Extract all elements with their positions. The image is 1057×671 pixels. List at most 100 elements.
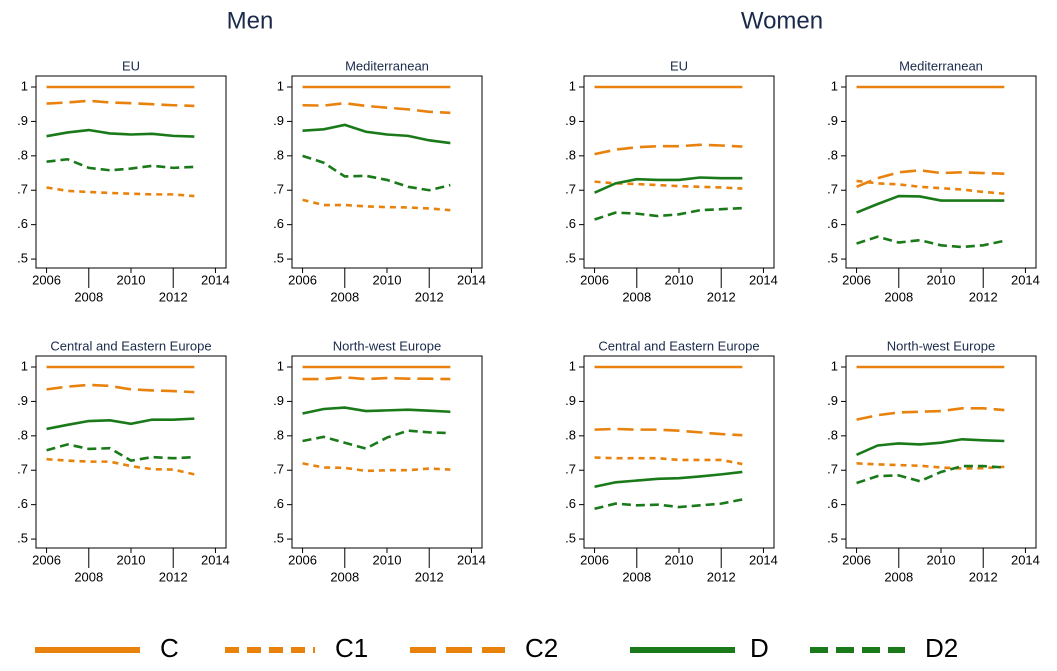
x-tick-label: 2008 <box>330 289 359 304</box>
plot-frame <box>583 355 775 549</box>
x-tick-label: 2006 <box>842 272 871 287</box>
x-tick-label: 2008 <box>622 569 651 584</box>
y-tick-label: .7 <box>273 182 284 197</box>
series-line <box>856 407 1005 421</box>
y-tick-label: .9 <box>565 113 576 128</box>
series-line <box>46 443 195 462</box>
x-tick-label: 2010 <box>373 552 402 567</box>
y-tick-label: .6 <box>273 216 284 231</box>
plot-frame <box>35 355 227 549</box>
panel-title: North-west Europe <box>887 338 995 353</box>
panel-title: Central and Eastern Europe <box>50 338 211 353</box>
series-line <box>302 154 451 192</box>
y-tick-label: 1 <box>569 78 576 93</box>
x-tick-label: 2008 <box>884 289 913 304</box>
x-tick-label: 2014 <box>749 272 778 287</box>
series-line <box>856 179 1005 195</box>
legend-label: C1 <box>335 633 368 663</box>
y-tick-label: .5 <box>273 530 284 545</box>
y-tick-label: .6 <box>827 216 838 231</box>
x-tick-label: 2012 <box>969 289 998 304</box>
series-line <box>46 383 195 394</box>
x-tick-label: 2010 <box>927 272 956 287</box>
x-tick-label: 2012 <box>707 569 736 584</box>
y-tick-label: .8 <box>273 427 284 442</box>
y-tick-label: .7 <box>827 182 838 197</box>
panel-title: Mediterranean <box>899 58 983 73</box>
x-tick-label: 2014 <box>201 272 230 287</box>
plot-frame <box>845 75 1037 269</box>
panel-title: Central and Eastern Europe <box>598 338 759 353</box>
x-tick-label: 2012 <box>415 569 444 584</box>
x-tick-label: 2006 <box>580 552 609 567</box>
y-tick-label: .6 <box>565 216 576 231</box>
panel-title: EU <box>122 58 140 73</box>
x-tick-label: 2006 <box>32 272 61 287</box>
x-tick-label: 2010 <box>665 552 694 567</box>
x-tick-label: 2014 <box>1011 552 1040 567</box>
group-title: Men <box>227 7 274 34</box>
y-tick-label: .7 <box>565 182 576 197</box>
x-tick-label: 2008 <box>622 289 651 304</box>
x-tick-label: 2012 <box>707 289 736 304</box>
y-tick-label: .6 <box>565 496 576 511</box>
plot-frame <box>291 75 483 269</box>
x-tick-label: 2006 <box>288 272 317 287</box>
y-tick-label: 1 <box>277 78 284 93</box>
y-tick-label: .5 <box>827 250 838 265</box>
y-tick-label: .9 <box>273 113 284 128</box>
series-line <box>594 470 743 489</box>
x-tick-label: 2010 <box>117 272 146 287</box>
legend-label: C <box>160 633 179 663</box>
y-tick-label: .5 <box>273 250 284 265</box>
y-tick-label: .8 <box>827 427 838 442</box>
legend-label: D2 <box>925 633 958 663</box>
series-line <box>302 406 451 415</box>
plot-frame <box>845 355 1037 549</box>
y-tick-label: .7 <box>273 462 284 477</box>
x-tick-label: 2014 <box>201 552 230 567</box>
plot-frame <box>583 75 775 269</box>
series-line <box>856 235 1005 249</box>
series-line <box>302 101 451 115</box>
x-tick-label: 2012 <box>159 569 188 584</box>
series-line <box>302 462 451 473</box>
plot-frame <box>35 75 227 269</box>
y-tick-label: .5 <box>17 250 28 265</box>
panel-title: North-west Europe <box>333 338 441 353</box>
legend-label: D <box>750 633 769 663</box>
series-line <box>594 456 743 466</box>
y-tick-label: .7 <box>827 462 838 477</box>
panel-title: Mediterranean <box>345 58 429 73</box>
y-tick-label: .9 <box>827 393 838 408</box>
x-tick-label: 2014 <box>457 552 486 567</box>
series-line <box>46 417 195 431</box>
x-tick-label: 2012 <box>969 569 998 584</box>
series-line <box>46 128 195 138</box>
panel-title: EU <box>670 58 688 73</box>
y-tick-label: .5 <box>565 250 576 265</box>
x-tick-label: 2014 <box>1011 272 1040 287</box>
series-line <box>856 462 1005 470</box>
x-tick-label: 2006 <box>842 552 871 567</box>
y-tick-label: .8 <box>17 147 28 162</box>
y-tick-label: .7 <box>17 182 28 197</box>
x-tick-label: 2008 <box>330 569 359 584</box>
series-line <box>46 157 195 172</box>
x-tick-label: 2010 <box>117 552 146 567</box>
series-line <box>594 143 743 156</box>
x-tick-label: 2012 <box>159 289 188 304</box>
x-tick-label: 2010 <box>927 552 956 567</box>
x-tick-label: 2006 <box>580 272 609 287</box>
x-tick-label: 2006 <box>32 552 61 567</box>
y-tick-label: .9 <box>273 393 284 408</box>
series-line <box>302 376 451 381</box>
series-line <box>594 176 743 194</box>
series-line <box>46 99 195 108</box>
series-line <box>302 198 451 212</box>
plot-frame <box>291 355 483 549</box>
x-tick-label: 2006 <box>288 552 317 567</box>
series-line <box>594 498 743 511</box>
series-line <box>594 427 743 437</box>
